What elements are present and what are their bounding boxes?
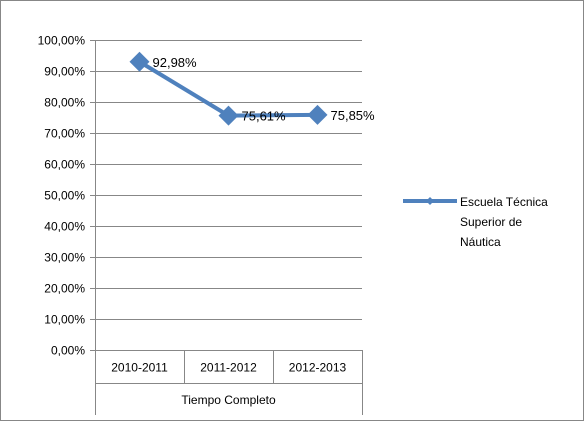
y-tick-label: 0,00% bbox=[51, 344, 85, 358]
x-tick-label: 2010-2011 bbox=[111, 361, 168, 375]
data-label: 75,61% bbox=[242, 109, 287, 124]
y-tick-label: 10,00% bbox=[44, 313, 85, 327]
gridlines bbox=[95, 40, 362, 351]
data-labels: 92,98% 75,61% 75,85% bbox=[153, 55, 376, 124]
legend-label: Náutica bbox=[460, 235, 501, 249]
y-tick-label: 30,00% bbox=[44, 251, 85, 265]
data-point-marker bbox=[307, 104, 328, 125]
data-label: 75,85% bbox=[331, 108, 376, 123]
legend-label: Superior de bbox=[460, 215, 522, 229]
y-tick-label: 40,00% bbox=[44, 220, 85, 234]
legend: Escuela Técnica Superior de Náutica bbox=[403, 195, 548, 249]
y-tick-label: 60,00% bbox=[44, 158, 85, 172]
y-tick-label: 90,00% bbox=[44, 65, 85, 79]
x-group-label: Tiempo Completo bbox=[181, 393, 276, 407]
y-tick-label: 80,00% bbox=[44, 96, 85, 110]
series-layer bbox=[129, 51, 328, 126]
x-tick-label: 2012-2013 bbox=[289, 361, 347, 375]
y-tick-label: 20,00% bbox=[44, 282, 85, 296]
axes: 0,00% 10,00% 20,00% 30,00% 40,00% 50,00% 60,00… bbox=[38, 34, 363, 415]
y-tick-label: 50,00% bbox=[44, 189, 85, 203]
data-point-marker bbox=[218, 105, 239, 126]
legend-label: Escuela Técnica bbox=[460, 195, 548, 209]
data-point-marker bbox=[129, 51, 150, 72]
y-tick-label: 100,00% bbox=[38, 34, 86, 48]
y-tick-label: 70,00% bbox=[44, 127, 85, 141]
data-label: 92,98% bbox=[153, 55, 198, 70]
legend-marker bbox=[426, 197, 434, 205]
x-tick-label: 2011-2012 bbox=[200, 361, 257, 375]
